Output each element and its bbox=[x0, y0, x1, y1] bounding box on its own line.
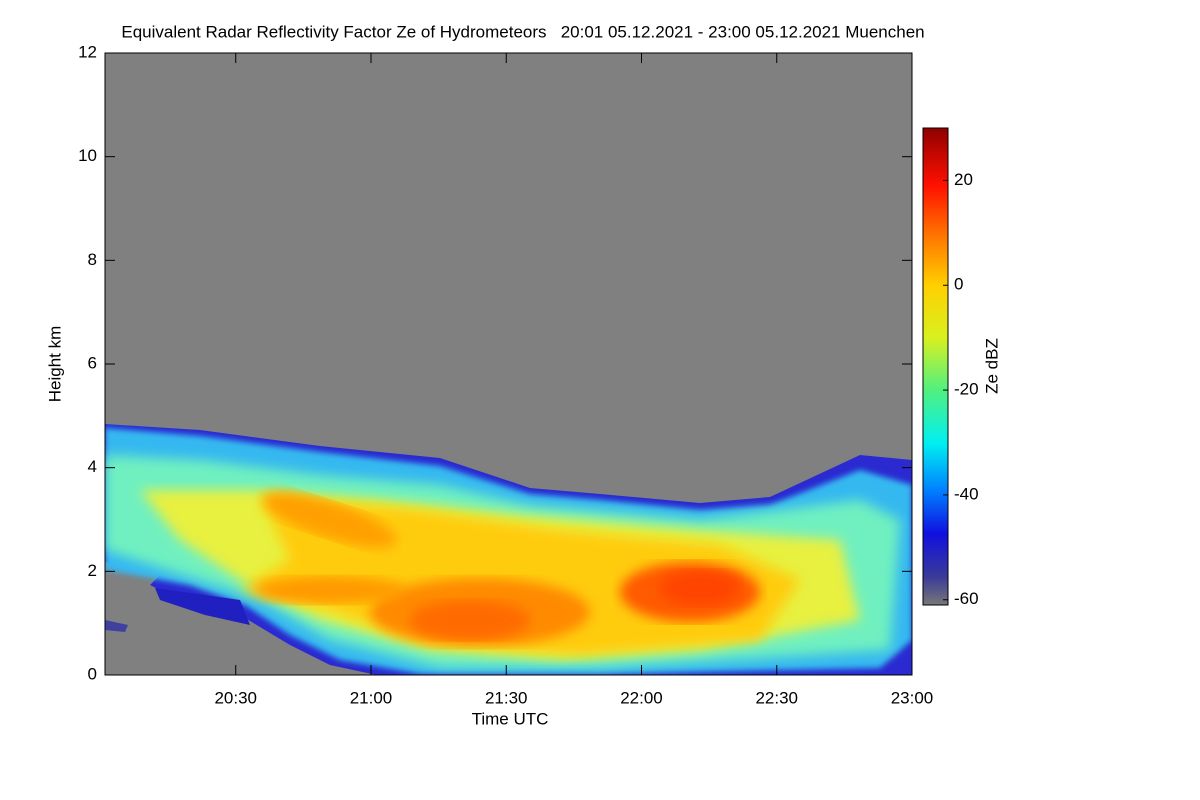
reflectivity-field bbox=[105, 53, 912, 675]
x-axis-label: Time UTC bbox=[472, 709, 549, 728]
x-tick-label: 20:30 bbox=[214, 688, 257, 707]
x-tick-label: 22:30 bbox=[755, 688, 798, 707]
colorbar-tick-label: -60 bbox=[954, 589, 979, 608]
colorbar-label: Ze dBZ bbox=[982, 338, 1001, 394]
x-tick-label: 22:00 bbox=[620, 688, 663, 707]
y-tick-label: 2 bbox=[88, 561, 97, 580]
x-tick-label: 23:00 bbox=[891, 688, 934, 707]
y-tick-label: 12 bbox=[78, 42, 97, 61]
colorbar-tick-label: -20 bbox=[954, 380, 979, 399]
y-tick-label: 4 bbox=[88, 457, 97, 476]
y-tick-label: 6 bbox=[88, 353, 97, 372]
colorbar bbox=[922, 127, 949, 606]
colorbar-tick-label: 20 bbox=[954, 170, 973, 189]
y-tick-label: 0 bbox=[88, 664, 97, 683]
colorbar-tick-label: -40 bbox=[954, 484, 979, 503]
x-tick-label: 21:30 bbox=[485, 688, 528, 707]
x-tick-label: 21:00 bbox=[350, 688, 393, 707]
colorbar-tick-label: 0 bbox=[954, 275, 963, 294]
y-axis-label: Height km bbox=[45, 326, 64, 403]
y-tick-label: 10 bbox=[78, 146, 97, 165]
y-tick-label: 8 bbox=[88, 250, 97, 269]
chart-title: Equivalent Radar Reflectivity Factor Ze … bbox=[121, 22, 924, 41]
